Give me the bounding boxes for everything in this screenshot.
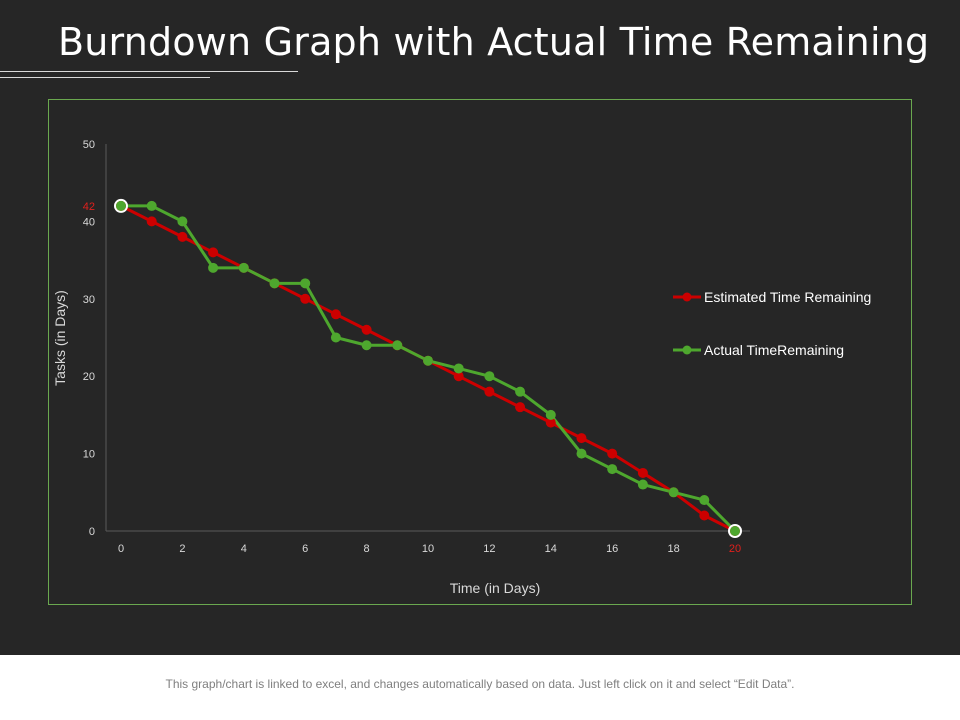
chart-frame[interactable] [48, 99, 912, 605]
y-tick-label-20: 20 [83, 371, 95, 383]
actual-point [392, 340, 403, 351]
actual-point [423, 355, 433, 366]
x-axis-title: Time (in Days) [450, 580, 541, 596]
estimated-point [607, 448, 618, 459]
actual-point [668, 487, 679, 498]
x-tick-label-12: 12 [483, 543, 495, 555]
x-tick-label-0: 0 [118, 543, 124, 555]
actual-point [699, 495, 710, 506]
actual-point [576, 448, 587, 459]
y-tick-label-50: 50 [83, 139, 95, 151]
actual-point [361, 340, 372, 351]
actual-point [238, 262, 249, 273]
estimated-point [208, 247, 219, 258]
estimated-point [637, 467, 648, 478]
x-tick-label-20: 20 [729, 543, 741, 555]
actual-point [146, 200, 157, 211]
x-tick-label-4: 4 [241, 543, 247, 555]
actual-point [453, 363, 464, 374]
x-tick-label-2: 2 [179, 543, 185, 555]
actual-point [269, 278, 280, 289]
actual-point [484, 371, 495, 382]
estimated-point [699, 510, 710, 521]
estimated-point [361, 324, 372, 335]
actual-point [730, 526, 740, 536]
estimated-point [146, 216, 157, 227]
actual-point [607, 464, 618, 475]
actual-point [300, 278, 311, 289]
estimated-point [545, 417, 556, 428]
x-tick-label-10: 10 [422, 543, 434, 555]
estimated-point [177, 231, 188, 242]
estimated-point [484, 386, 495, 397]
actual-point [116, 200, 126, 211]
x-tick-label-14: 14 [545, 543, 557, 555]
y-axis-title: Tasks (in Days) [52, 290, 68, 386]
x-tick-label-8: 8 [364, 543, 370, 555]
actual-point [637, 479, 648, 490]
estimated-point [576, 433, 587, 444]
actual-point [545, 409, 556, 420]
actual-point [177, 216, 188, 227]
y-tick-label-40: 40 [83, 216, 95, 228]
title-underline-short [0, 77, 210, 78]
estimated-point [515, 402, 526, 413]
actual-point [208, 262, 219, 273]
y-highlight-label: 42 [83, 201, 95, 213]
estimated-point [453, 371, 464, 382]
burndown-chart[interactable]: 0 10 20 30 40 50 42 0 2 4 6 8 10 12 14 16 18 20 Time (in D… [0, 0, 960, 655]
estimated-legend-label: Estimated Time Remaining [704, 289, 871, 305]
estimated-point [330, 309, 341, 320]
x-tick-label-6: 6 [302, 543, 308, 555]
x-tick-label-16: 16 [606, 543, 618, 555]
y-tick-label-0: 0 [89, 526, 95, 538]
footer-note: This graph/chart is linked to excel, and… [165, 677, 795, 691]
title-underline-long [0, 71, 298, 72]
estimated-legend-marker [682, 292, 692, 302]
estimated-point [300, 293, 311, 304]
actual-legend-label: Actual TimeRemaining [704, 342, 844, 358]
x-tick-label-18: 18 [667, 543, 679, 555]
y-tick-label-10: 10 [83, 449, 95, 461]
y-tick-label-30: 30 [83, 294, 95, 306]
actual-point [515, 386, 526, 397]
actual-legend-marker [682, 345, 692, 355]
actual-point [330, 332, 341, 343]
slide-background: Burndown Graph with Actual Time Remainin… [0, 0, 960, 655]
page-title: Burndown Graph with Actual Time Remainin… [58, 20, 930, 64]
